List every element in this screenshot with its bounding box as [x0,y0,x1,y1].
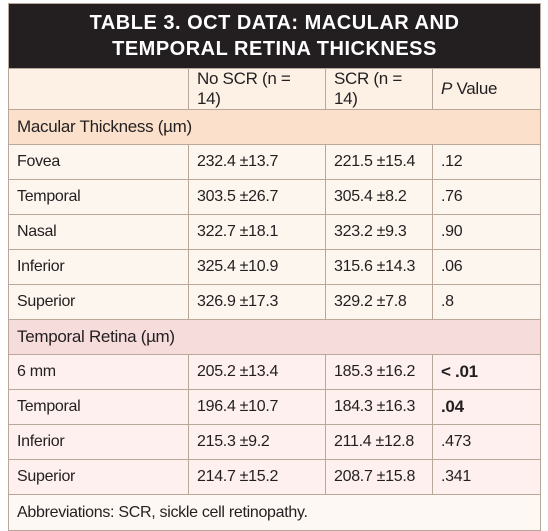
table-row: Superior 326.9 ±17.3 329.2 ±7.8.8 [8,284,542,320]
table-row: Inferior 215.3 ±9.2 211.4 ±12.8.473 [8,424,542,460]
row-label: 6 mm [8,354,189,390]
row-label: Nasal [8,214,189,250]
section-label: Macular Thickness (µm) [7,109,542,145]
table-cell: 325.4 ±10.9 [188,249,326,285]
footnote: Abbreviations: SCR, sickle cell retinopa… [7,494,542,531]
table-cell: .90 [431,214,542,250]
table-cell: 221.5 ±15.4 [325,144,433,180]
table-cell: 215.3 ±9.2 [188,424,326,460]
row-label: Superior [8,284,189,320]
table-cell: 185.3 ±16.2 [325,354,433,390]
table-cell: .473 [431,424,542,460]
column-header-text: Value [456,79,498,98]
table-row: Superior 214.7 ±15.2 208.7 ±15.8.341 [8,459,542,495]
corner-cell [8,68,189,110]
table-cell: .04 [431,389,542,425]
table-cell: .341 [431,459,542,495]
table-cell: 208.7 ±15.8 [325,459,433,495]
row-label: Fovea [8,144,189,180]
column-header: No SCR (n = 14) [188,68,326,110]
section-label: Temporal Retina (µm) [7,319,542,355]
table-cell: 196.4 ±10.7 [188,389,326,425]
table-cell: < .01 [431,354,542,390]
row-label: Superior [8,459,189,495]
table-row: Fovea 232.4 ±13.7 221.5 ±15.4.12 [8,144,542,180]
table-row: 6 mm 205.2 ±13.4 185.3 ±16.2 < .01 [8,354,542,390]
table-cell: 184.3 ±16.3 [325,389,433,425]
table-row: Nasal 322.7 ±18.1 323.2 ±9.3.90 [8,214,542,250]
table-cell: 205.2 ±13.4 [188,354,326,390]
table-cell: 323.2 ±9.3 [325,214,433,250]
table: TABLE 3. OCT DATA: MACULAR AND TEMPORAL … [7,3,542,531]
table-row: Temporal 303.5 ±26.7 305.4 ±8.2.76 [8,179,542,215]
table-cell: 329.2 ±7.8 [325,284,433,320]
row-label: Inferior [8,424,189,460]
table-cell: .12 [431,144,542,180]
table-cell: 326.9 ±17.3 [188,284,326,320]
table-row: Inferior 325.4 ±10.9 315.6 ±14.3.06 [8,249,542,285]
table-row: Temporal 196.4 ±10.7 184.3 ±16.3.04 [8,389,542,425]
table-title: TABLE 3. OCT DATA: MACULAR AND TEMPORAL … [7,3,542,69]
table-cell: 211.4 ±12.8 [325,424,433,460]
table-cell: .06 [431,249,542,285]
table-cell: 232.4 ±13.7 [188,144,326,180]
table-cell: .76 [431,179,542,215]
table-cell: 305.4 ±8.2 [325,179,433,215]
table-cell: 322.7 ±18.1 [188,214,326,250]
table-cell: .8 [431,284,542,320]
row-label: Temporal [8,389,189,425]
table-cell: 214.7 ±15.2 [188,459,326,495]
column-header: SCR (n = 14) [325,68,433,110]
table-cell: 315.6 ±14.3 [325,249,433,285]
row-label: Inferior [8,249,189,285]
column-header-italic: P [441,79,453,98]
row-label: Temporal [8,179,189,215]
table-cell: 303.5 ±26.7 [188,179,326,215]
table-container: TABLE 3. OCT DATA: MACULAR AND TEMPORAL … [7,3,542,531]
column-header: P Value [431,68,542,110]
